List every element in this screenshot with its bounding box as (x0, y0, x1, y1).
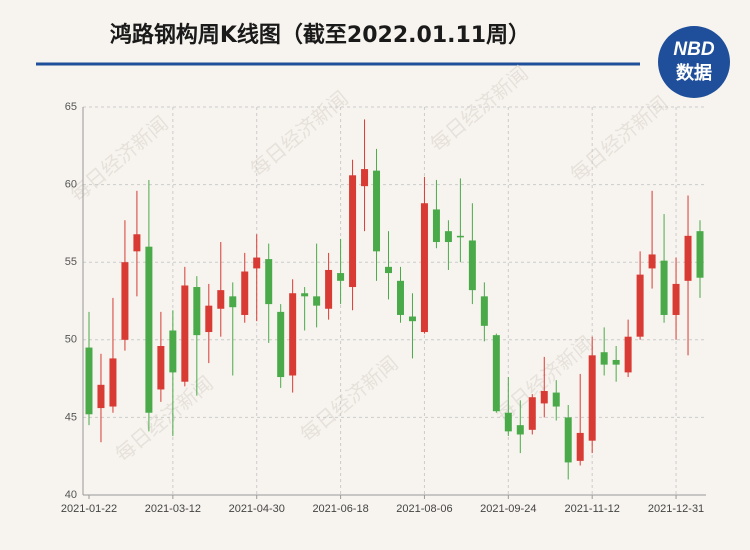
y-tick-label: 60 (65, 179, 77, 191)
candle-body (684, 235, 692, 281)
candle-body (277, 311, 285, 378)
x-tick-label: 2021-12-31 (648, 503, 704, 515)
candle-body (205, 305, 213, 333)
x-tick-label: 2021-08-06 (396, 503, 452, 515)
candle-body (672, 283, 680, 315)
candle-body (456, 235, 464, 238)
y-tick-label: 65 (65, 101, 77, 113)
candle-body (265, 259, 273, 305)
candle-body (660, 260, 668, 315)
x-tick-label: 2021-09-24 (480, 503, 536, 515)
logo-top: NBD (673, 39, 714, 60)
candle-body (229, 296, 237, 308)
candle-body (612, 359, 620, 365)
logo-bottom: 数据 (676, 62, 712, 84)
candle-body (516, 425, 524, 435)
candle-body (181, 285, 189, 382)
candle-body (480, 296, 488, 326)
candle-body (289, 293, 297, 376)
candle-body (648, 254, 656, 269)
candle-body (313, 296, 321, 306)
candle-body (552, 392, 560, 407)
candle-body (349, 175, 357, 288)
candle-body (696, 231, 704, 278)
chart-title: 鸿路钢构周K线图（截至2022.01.11周） (110, 22, 530, 48)
candle-body (385, 266, 393, 274)
candle-body (361, 169, 369, 187)
y-tick-label: 45 (65, 411, 77, 423)
candle-body (468, 240, 476, 291)
candle-body (337, 273, 345, 281)
y-tick-label: 50 (65, 334, 77, 346)
candle-body (325, 269, 333, 309)
x-tick-label: 2021-06-18 (312, 503, 368, 515)
x-tick-label: 2021-11-12 (564, 503, 619, 515)
y-tick-label: 55 (65, 256, 77, 268)
candle-body (145, 246, 153, 413)
candle-body (169, 330, 177, 373)
x-tick-label: 2021-04-30 (229, 503, 285, 515)
candle-body (133, 234, 141, 252)
candle-body (504, 412, 512, 432)
candle-body (217, 290, 225, 309)
candle-body (109, 358, 117, 407)
candle-body (432, 209, 440, 243)
y-tick-label: 40 (65, 489, 77, 501)
candle-body (396, 280, 404, 315)
candle-body (492, 335, 500, 412)
candle-body (85, 347, 93, 415)
candle-body (301, 293, 309, 297)
candle-body (241, 271, 249, 315)
candle-body (540, 391, 548, 404)
candle-body (193, 287, 201, 336)
candle-body (253, 257, 261, 269)
candle-body (564, 417, 572, 463)
candle-body (97, 384, 105, 409)
candle-body (636, 274, 644, 337)
candle-body (373, 170, 381, 252)
logo (658, 26, 730, 98)
candle-body (444, 231, 452, 243)
candle-body (408, 316, 416, 322)
candle-body (420, 203, 428, 333)
candle-body (576, 432, 584, 461)
candle-body (600, 352, 608, 365)
x-tick-label: 2021-03-12 (145, 503, 201, 515)
candle-body (157, 346, 165, 390)
candle-body (588, 355, 596, 441)
x-tick-label: 2021-01-22 (61, 503, 117, 515)
candle-body (624, 336, 632, 373)
candle-body (528, 397, 536, 430)
candle-body (121, 262, 129, 340)
